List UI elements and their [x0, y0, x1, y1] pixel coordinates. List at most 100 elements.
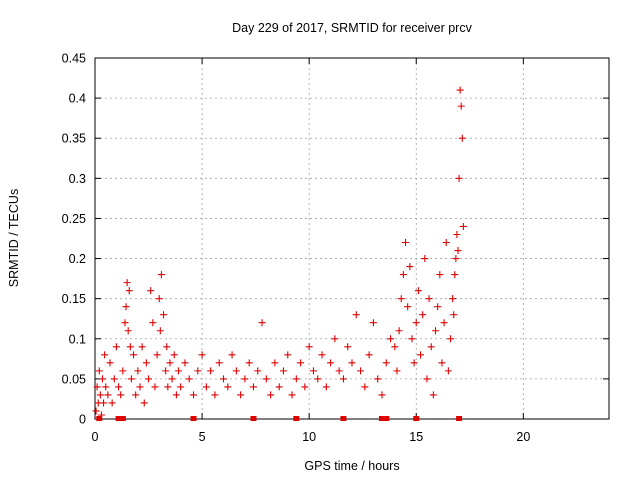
- data-point: [391, 343, 399, 351]
- data-point: [447, 335, 455, 343]
- grid: [95, 58, 609, 419]
- data-point: [369, 319, 377, 327]
- data-point: [164, 383, 172, 391]
- y-tick-label: 0.05: [62, 372, 86, 386]
- data-point: [220, 375, 227, 383]
- x-tick-label: 0: [92, 430, 99, 444]
- data-point: [112, 343, 120, 351]
- data-point: [119, 367, 127, 375]
- x-tick-label: 20: [516, 430, 530, 444]
- data-point: [292, 375, 300, 383]
- data-point: [151, 383, 159, 391]
- data-point: [395, 327, 403, 335]
- data-point: [96, 391, 104, 399]
- data-point: [451, 271, 459, 279]
- data-point: [136, 383, 144, 391]
- data-point: [190, 391, 198, 399]
- data-point: [305, 343, 313, 351]
- data-point: [101, 351, 109, 359]
- zero-marker: [250, 416, 257, 421]
- data-point: [402, 239, 410, 247]
- chart-title: Day 229 of 2017, SRMTID for receiver prc…: [232, 21, 472, 35]
- data-point: [211, 391, 219, 399]
- x-tick-label: 15: [409, 430, 423, 444]
- y-tick-label: 0.4: [69, 92, 86, 106]
- data-point: [175, 367, 183, 375]
- data-point: [450, 311, 458, 319]
- data-point: [110, 375, 118, 383]
- data-point: [134, 367, 142, 375]
- data-point: [279, 367, 287, 375]
- zero-marker: [96, 416, 103, 421]
- data-point: [149, 319, 157, 327]
- data-point: [228, 351, 236, 359]
- zero-marker: [190, 416, 197, 421]
- data-point: [452, 255, 460, 263]
- data-point: [153, 351, 161, 359]
- data-point: [318, 351, 326, 359]
- data-point: [123, 279, 131, 287]
- data-point: [442, 239, 450, 247]
- tick-labels: 0 0.05 0.1 0.15 0.2 0.25 0.3 0.35 0.4 0.45 0 5 10 15 2…: [62, 52, 531, 445]
- data-point: [117, 391, 125, 399]
- data-point: [423, 375, 431, 383]
- data-point: [457, 102, 465, 110]
- data-point: [232, 367, 240, 375]
- data-point: [106, 359, 114, 367]
- data-point: [102, 383, 110, 391]
- zero-marker: [413, 416, 420, 421]
- data-point: [267, 391, 275, 399]
- data-point: [241, 375, 249, 383]
- data-point: [140, 399, 148, 407]
- data-point: [387, 335, 395, 343]
- x-tick-label: 10: [302, 430, 316, 444]
- data-point: [393, 367, 401, 375]
- data-point: [121, 319, 129, 327]
- data-point: [275, 383, 283, 391]
- data-point: [142, 359, 150, 367]
- data-point: [98, 375, 106, 383]
- y-tick-label: 0.3: [69, 172, 86, 186]
- data-point: [207, 367, 215, 375]
- data-point: [156, 327, 164, 335]
- data-point: [254, 367, 262, 375]
- data-point: [126, 343, 134, 351]
- data-point: [181, 359, 189, 367]
- data-point: [163, 343, 171, 351]
- data-point: [339, 375, 347, 383]
- data-point: [122, 303, 130, 311]
- data-point: [357, 367, 365, 375]
- data-point: [172, 391, 180, 399]
- data-point: [455, 174, 463, 182]
- data-point: [327, 359, 335, 367]
- data-point: [237, 391, 245, 399]
- data-point: [374, 375, 382, 383]
- data-point: [427, 343, 435, 351]
- y-tick-label: 0.45: [62, 52, 86, 66]
- data-point: [162, 367, 170, 375]
- data-point: [93, 383, 101, 391]
- data-point: [397, 295, 405, 303]
- data-point: [444, 367, 452, 375]
- data-point: [160, 311, 168, 319]
- data-point: [271, 359, 279, 367]
- zero-marker: [115, 416, 122, 421]
- data-point: [130, 351, 138, 359]
- data-point: [297, 359, 305, 367]
- data-point: [322, 383, 330, 391]
- data-point: [417, 351, 425, 359]
- zero-marker: [456, 416, 463, 421]
- data-point: [335, 367, 343, 375]
- x-tick-label: 5: [199, 430, 206, 444]
- data-point: [440, 319, 448, 327]
- data-point: [419, 311, 427, 319]
- y-tick-label: 0: [79, 413, 86, 427]
- data-point: [185, 375, 193, 383]
- data-point: [215, 359, 223, 367]
- data-point: [406, 263, 414, 271]
- data-point: [92, 407, 100, 415]
- plot-frame: [94, 57, 610, 420]
- data-point: [454, 247, 462, 255]
- data-point: [425, 295, 433, 303]
- zero-marker: [383, 416, 390, 421]
